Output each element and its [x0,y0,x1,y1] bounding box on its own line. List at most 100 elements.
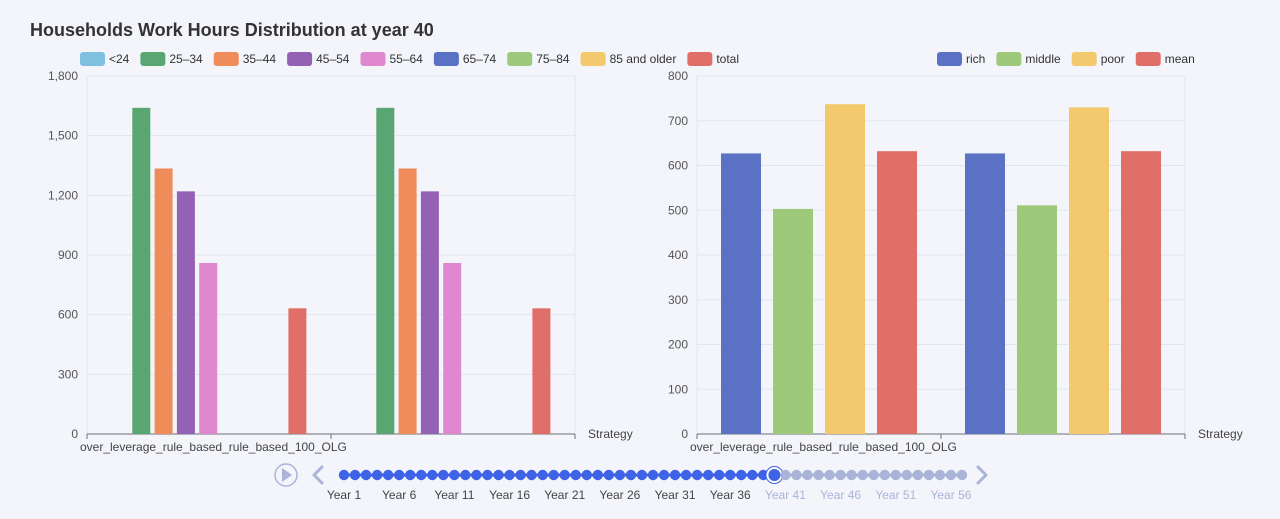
play-button[interactable] [274,463,298,487]
timeline-label[interactable]: Year 1 [327,488,362,502]
timeline-point[interactable] [360,469,372,481]
timeline-point[interactable] [780,469,791,481]
age-legend-label-6[interactable]: 75–84 [536,52,570,66]
timeline-point[interactable] [349,469,361,481]
timeline-label[interactable]: Year 36 [710,488,751,502]
wealth-legend-label-2[interactable]: poor [1101,52,1125,66]
wealth-legend-swatch-1[interactable] [996,52,1022,66]
age-legend-swatch-2[interactable] [213,52,239,66]
timeline-point[interactable] [382,469,394,481]
timeline-point[interactable] [625,469,637,481]
timeline-point[interactable] [824,469,835,481]
timeline-point[interactable] [559,469,570,481]
timeline-point[interactable] [879,469,890,481]
timeline-point[interactable] [405,469,416,481]
timeline-point[interactable] [393,469,405,481]
wealth-legend-swatch-3[interactable] [1135,52,1161,66]
age-chart-bar-25-34-1[interactable] [376,107,395,435]
timeline-point[interactable] [570,469,581,481]
age-legend-label-2[interactable]: 35–44 [243,52,277,66]
timeline-point[interactable] [515,469,526,481]
timeline-point[interactable] [493,469,504,481]
age-legend-label-0[interactable]: <24 [109,52,130,66]
timeline-point[interactable] [526,469,537,481]
wealth-legend-swatch-0[interactable] [937,52,962,66]
age-chart-bar-55-64-1[interactable] [443,262,462,434]
timeline-point[interactable] [438,469,449,481]
age-chart-bar-total-1[interactable] [532,308,551,434]
timeline-point[interactable] [901,469,913,481]
timeline-point[interactable] [537,469,548,481]
timeline-point[interactable] [427,469,438,481]
age-chart-bar-35-44-1[interactable] [398,168,417,434]
timeline-point[interactable] [923,469,935,481]
timeline-point[interactable] [581,469,592,481]
timeline-label[interactable]: Year 26 [599,488,640,502]
age-legend-swatch-1[interactable] [140,52,166,66]
wealth-chart-bar-poor-1[interactable] [1069,107,1109,434]
timeline-label[interactable]: Year 56 [930,488,971,502]
timeline-point[interactable] [791,469,802,481]
timeline-point[interactable] [725,469,736,481]
wealth-chart-bar-middle-0[interactable] [773,208,813,434]
age-legend-swatch-6[interactable] [507,52,533,66]
timeline-label[interactable]: Year 41 [765,488,806,502]
timeline-point[interactable] [371,469,383,481]
age-legend-swatch-0[interactable] [80,52,105,66]
chevron-right-icon[interactable] [976,465,988,485]
age-chart-bar-55-64-0[interactable] [199,262,218,434]
timeline-point[interactable] [956,469,968,481]
age-legend-swatch-3[interactable] [287,52,313,66]
timeline-point[interactable] [691,469,703,481]
timeline-point[interactable] [813,469,824,481]
timeline-point[interactable] [912,469,924,481]
timeline-label[interactable]: Year 31 [655,488,696,502]
timeline-point[interactable] [747,469,758,481]
timeline-point[interactable] [702,469,714,481]
age-legend-label-3[interactable]: 45–54 [316,52,350,66]
age-legend-swatch-5[interactable] [433,52,459,66]
timeline-point[interactable] [636,469,648,481]
timeline-point[interactable] [416,469,427,481]
timeline-point[interactable] [460,469,471,481]
timeline-point[interactable] [592,469,604,481]
age-legend-label-1[interactable]: 25–34 [169,52,203,66]
wealth-legend-swatch-2[interactable] [1071,52,1097,66]
wealth-chart-bar-mean-0[interactable] [877,151,917,434]
timeline-point[interactable] [504,469,515,481]
timeline-current-handle[interactable] [766,467,783,483]
timeline-label[interactable]: Year 11 [434,488,474,502]
age-chart-bar-35-44-0[interactable] [154,168,173,434]
timeline-point[interactable] [890,469,901,481]
wealth-chart-bar-rich-1[interactable] [965,153,1005,435]
timeline-point[interactable] [736,469,747,481]
play-icon[interactable] [282,468,292,482]
timeline-point[interactable] [603,469,615,481]
age-legend-swatch-8[interactable] [687,52,713,66]
timeline-point[interactable] [835,469,846,481]
timeline-point[interactable] [669,469,681,481]
timeline-point[interactable] [714,469,725,481]
age-legend-swatch-7[interactable] [580,52,606,66]
timeline-label[interactable]: Year 16 [489,488,530,502]
timeline-point[interactable] [857,469,868,481]
age-chart-bar-total-0[interactable] [288,308,307,434]
timeline-point[interactable] [482,469,493,481]
timeline-point[interactable] [846,469,857,481]
timeline-point[interactable] [868,469,879,481]
timeline-point[interactable] [802,469,813,481]
wealth-chart-bar-poor-0[interactable] [825,104,865,434]
timeline-point[interactable] [449,469,460,481]
age-chart-bar-25-34-0[interactable] [132,107,151,435]
timeline-point[interactable] [338,469,350,481]
chevron-left-icon[interactable] [312,465,324,485]
timeline-point[interactable] [614,469,626,481]
timeline-point[interactable] [548,469,559,481]
timeline-point[interactable] [647,469,659,481]
timeline-label[interactable]: Year 21 [544,488,585,502]
timeline-point[interactable] [658,469,670,481]
wealth-legend-label-0[interactable]: rich [966,52,985,66]
wealth-legend-label-1[interactable]: middle [1025,52,1061,66]
timeline-point[interactable] [934,469,946,481]
age-legend-label-4[interactable]: 55–64 [389,52,423,66]
